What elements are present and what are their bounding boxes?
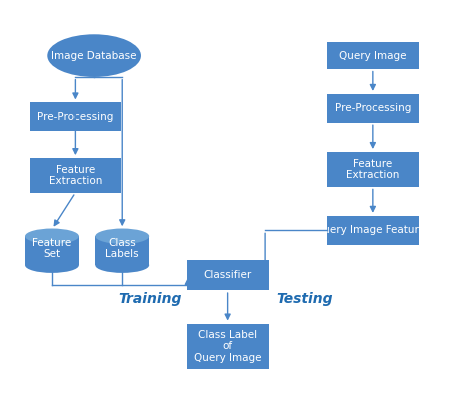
Text: Image Database: Image Database xyxy=(51,51,137,61)
Text: Feature
Extraction: Feature Extraction xyxy=(49,165,102,186)
Text: Pre-Processing: Pre-Processing xyxy=(37,112,114,122)
Text: Feature
Extraction: Feature Extraction xyxy=(346,159,400,180)
FancyBboxPatch shape xyxy=(327,152,419,187)
Text: Pre-Processing: Pre-Processing xyxy=(335,103,411,113)
Text: Feature
Set: Feature Set xyxy=(32,238,72,260)
FancyBboxPatch shape xyxy=(327,216,419,245)
Bar xyxy=(95,236,149,265)
FancyBboxPatch shape xyxy=(30,102,121,131)
FancyBboxPatch shape xyxy=(187,260,269,290)
Ellipse shape xyxy=(95,258,149,273)
FancyBboxPatch shape xyxy=(187,324,269,369)
Ellipse shape xyxy=(25,258,79,273)
Text: Classifier: Classifier xyxy=(203,270,252,280)
Text: Training: Training xyxy=(118,293,182,307)
Text: Query Image: Query Image xyxy=(339,51,407,61)
FancyBboxPatch shape xyxy=(327,94,419,123)
Ellipse shape xyxy=(95,229,149,244)
Text: Class
Labels: Class Labels xyxy=(105,238,139,260)
Text: Class Label
of
Query Image: Class Label of Query Image xyxy=(194,330,261,363)
Ellipse shape xyxy=(47,34,141,77)
Bar xyxy=(25,236,79,265)
Ellipse shape xyxy=(25,229,79,244)
Text: Testing: Testing xyxy=(277,293,333,307)
Text: Query Image Features: Query Image Features xyxy=(315,225,430,235)
FancyBboxPatch shape xyxy=(30,158,121,193)
FancyBboxPatch shape xyxy=(327,42,419,69)
